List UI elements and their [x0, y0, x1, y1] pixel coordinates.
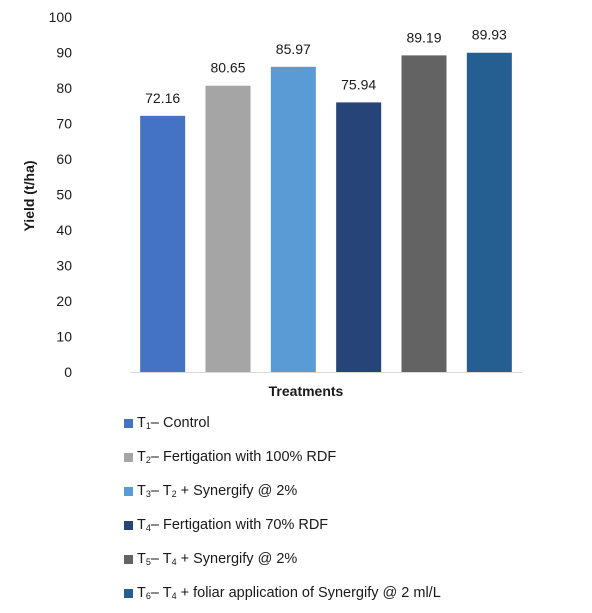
legend-item-t5: T5– T4 + Synergify @ 2%	[124, 542, 584, 576]
bar-t6	[466, 52, 512, 372]
legend-label: T2– Fertigation with 100% RDF	[137, 449, 337, 465]
legend-swatch	[124, 452, 133, 462]
bar-t2	[205, 85, 251, 372]
y-tick-label: 60	[56, 151, 72, 167]
legend-label: T3– T2 + Synergify @ 2%	[137, 483, 298, 499]
legend-label: T1– Control	[137, 415, 210, 431]
legend-swatch	[124, 588, 133, 598]
legend-item-t2: T2– Fertigation with 100% RDF	[124, 440, 584, 474]
data-label-t5: 89.19	[406, 29, 441, 45]
legend-swatch	[124, 554, 133, 564]
y-tick-label: 30	[56, 258, 72, 274]
y-tick-label: 40	[56, 222, 72, 238]
legend-item-t6: T6– T4 + foliar application of Synergify…	[124, 576, 584, 610]
legend-label: T6– T4 + foliar application of Synergify…	[137, 585, 441, 601]
y-tick-label: 50	[56, 187, 72, 203]
bar-t3	[270, 66, 316, 372]
legend-label: T5– T4 + Synergify @ 2%	[137, 551, 298, 567]
bar-t1	[140, 115, 186, 372]
y-tick-label: 10	[56, 329, 72, 345]
y-tick-label: 70	[56, 116, 72, 132]
y-tick-label: 100	[49, 9, 73, 25]
y-tick-label: 20	[56, 293, 72, 309]
bars	[140, 52, 512, 373]
bar-t5	[401, 55, 447, 373]
legend: T1– Control T2– Fertigation with 100% RDF…	[124, 406, 584, 610]
legend-swatch	[124, 418, 133, 428]
y-tick-label: 90	[56, 45, 72, 61]
data-label-t2: 80.65	[210, 60, 245, 76]
data-label-t1: 72.16	[145, 90, 180, 106]
legend-item-t3: T3– T2 + Synergify @ 2%	[124, 474, 584, 508]
legend-label: T4– Fertigation with 70% RDF	[137, 517, 329, 533]
data-label-t6: 89.93	[472, 27, 507, 43]
y-axis-ticks: 0 10 20 30 40 50 60 70 80 90 100	[49, 9, 73, 380]
legend-swatch	[124, 486, 133, 496]
bar-chart: 0 10 20 30 40 50 60 70 80 90 100 72.16 80.65 85.97 75…	[21, 9, 522, 399]
value-labels: 72.16 80.65 85.97 75.94 89.19 89.93	[145, 27, 507, 106]
data-label-t4: 75.94	[341, 76, 376, 92]
bar-t4	[336, 102, 382, 373]
legend-item-t4: T4– Fertigation with 70% RDF	[124, 508, 584, 542]
data-label-t3: 85.97	[276, 41, 311, 57]
x-axis-title: Treatments	[269, 383, 344, 399]
legend-item-t1: T1– Control	[124, 406, 584, 440]
y-tick-label: 0	[64, 364, 72, 380]
y-tick-label: 80	[56, 80, 72, 96]
legend-swatch	[124, 520, 133, 530]
y-axis-title: Yield (t/ha)	[21, 160, 37, 231]
